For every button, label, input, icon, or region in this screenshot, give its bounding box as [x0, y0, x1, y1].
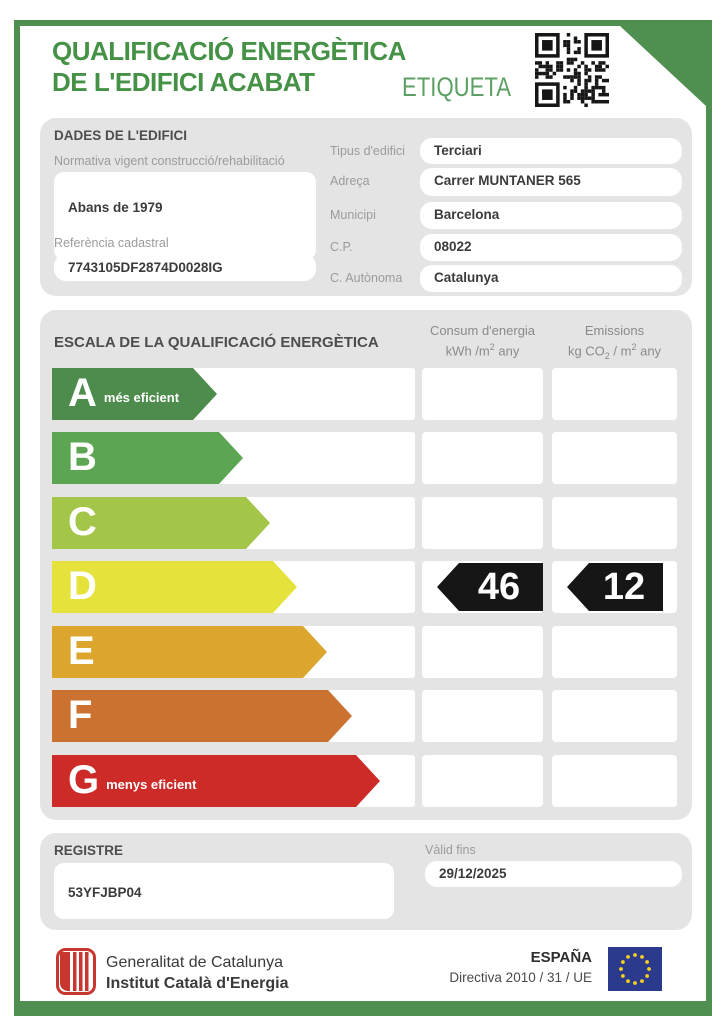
etiqueta-label: ETIQUETA [402, 72, 512, 102]
autonomous-community-label: C. Autònoma [330, 271, 403, 285]
rating-letter-e: E [68, 629, 95, 673]
consum-unit-sup: 2 [489, 342, 495, 352]
scale-row-b: B [40, 432, 692, 484]
emissions-cell-d: 12 [552, 561, 677, 613]
valid-until-label: Vàlid fins [425, 843, 476, 857]
registry-heading: REGISTRE [54, 843, 124, 858]
emissions-unit-suffix: any [636, 343, 662, 359]
emissions-column-header: Emissions kg CO2 / m2 any [544, 322, 685, 365]
generalitat-shield-icon [56, 948, 96, 995]
consum-cell-d: 46 [422, 561, 543, 613]
energy-scale-panel: ESCALA DE LA QUALIFICACIÓ ENERGÈTICA Con… [40, 310, 692, 820]
eu-flag-icon [608, 947, 662, 991]
consum-cell-e [422, 626, 543, 678]
municipality-label: Municipi [330, 208, 376, 222]
consum-title: Consum d'energia [429, 323, 536, 338]
emissions-unit-sup: 2 [631, 342, 637, 352]
rating-arrow-d: D [52, 561, 297, 613]
emissions-title: Emissions [584, 323, 645, 338]
emissions-rating-marker: 12 [567, 563, 663, 611]
scale-row-c: C [40, 497, 692, 549]
consum-cell-g [422, 755, 543, 807]
postal-code-field: 08022 [420, 234, 682, 261]
normativa-value: Abans de 1979 [68, 200, 163, 215]
valid-until-value: 29/12/2025 [439, 866, 507, 881]
emissions-cell-e [552, 626, 677, 678]
emissions-cell-f [552, 690, 677, 742]
consum-unit-suffix: any [494, 343, 520, 359]
postal-code-label: C.P. [330, 240, 353, 254]
registry-code-value: 53YFJBP04 [68, 885, 142, 900]
directive-label: Directiva 2010 / 31 / UE [449, 970, 592, 985]
rating-letter-b: B [68, 435, 97, 479]
qr-code-icon [535, 33, 609, 107]
consum-cell-b [422, 432, 543, 484]
rating-arrow-e: E [52, 626, 327, 678]
emissions-unit-mid: / m [609, 343, 632, 359]
consum-column-header: Consum d'energia kWh /m2 any [412, 322, 553, 359]
building-type-value: Terciari [434, 143, 482, 158]
rating-letter-c: C [68, 500, 97, 544]
rating-letter-d: D [68, 564, 97, 608]
consum-rating-marker: 46 [437, 563, 543, 611]
scale-heading: ESCALA DE LA QUALIFICACIÓ ENERGÈTICA [54, 334, 379, 351]
consum-cell-f [422, 690, 543, 742]
rating-letter-g: G [68, 758, 100, 802]
emissions-unit-sub: 2 [604, 350, 610, 361]
rating-letter-f: F [68, 693, 93, 737]
building-data-heading: DADES DE L'EDIFICI [54, 128, 187, 143]
eu-stars [619, 953, 651, 985]
building-type-label: Tipus d'edifici [330, 144, 405, 158]
valid-until-field: 29/12/2025 [425, 861, 682, 887]
building-type-field: Terciari [420, 138, 682, 164]
building-data-panel: DADES DE L'EDIFICI Normativa vigent cons… [40, 118, 692, 296]
scale-row-e: E [40, 626, 692, 678]
municipality-field: Barcelona [420, 202, 682, 229]
emissions-cell-c [552, 497, 677, 549]
autonomous-community-field: Catalunya [420, 265, 682, 292]
cadastral-field: 7743105DF2874D0028IG [54, 254, 316, 281]
country-label: ESPAÑA [530, 949, 592, 966]
least-efficient-note: menys eficient [106, 777, 197, 792]
normativa-field: Abans de 1979 [54, 172, 316, 260]
address-field: Carrer MUNTANER 565 [420, 168, 682, 196]
country-directive-block: ESPAÑA Directiva 2010 / 31 / UE [380, 948, 592, 988]
consum-cell-a [422, 368, 543, 420]
autonomous-community-value: Catalunya [434, 270, 499, 285]
title-line1: QUALIFICACIÓ ENERGÈTICA [52, 36, 406, 66]
address-label: Adreça [330, 174, 370, 188]
institution-name: Generalitat de Catalunya Institut Català… [106, 952, 289, 994]
emissions-cell-b [552, 432, 677, 484]
scale-row-f: F [40, 690, 692, 742]
cadastral-value: 7743105DF2874D0028IG [68, 260, 223, 275]
registry-code-field: 53YFJBP04 [54, 863, 394, 919]
most-efficient-note: més eficient [103, 390, 180, 405]
rating-arrow-c: C [52, 497, 270, 549]
scale-row-d: 46 12 D [40, 561, 692, 613]
normativa-label: Normativa vigent construcció/rehabilitac… [54, 154, 285, 168]
title-line2: DE L'EDIFICI ACABAT [52, 67, 315, 97]
registry-panel: REGISTRE 53YFJBP04 Vàlid fins 29/12/2025 [40, 833, 692, 930]
rating-arrow-f: F [52, 690, 352, 742]
cadastral-label: Referència cadastral [54, 236, 169, 250]
page-title: QUALIFICACIÓ ENERGÈTICA DE L'EDIFICI ACA… [52, 36, 406, 98]
emissions-unit: kg CO [567, 343, 605, 359]
address-value: Carrer MUNTANER 565 [434, 173, 581, 188]
consum-cell-c [422, 497, 543, 549]
postal-code-value: 08022 [434, 239, 472, 254]
consum-unit: kWh /m [445, 343, 490, 359]
emissions-cell-a [552, 368, 677, 420]
org-line1: Generalitat de Catalunya [106, 954, 283, 971]
rating-arrow-b: B [52, 432, 243, 484]
emissions-cell-g [552, 755, 677, 807]
org-line2: Institut Català d'Energia [106, 975, 289, 992]
municipality-value: Barcelona [434, 207, 500, 222]
rating-letter-a: A [68, 371, 97, 415]
